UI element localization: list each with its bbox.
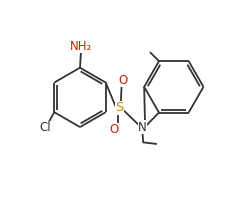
Text: N: N bbox=[138, 121, 146, 134]
Text: O: O bbox=[118, 74, 128, 87]
Text: S: S bbox=[115, 101, 124, 114]
Text: Cl: Cl bbox=[39, 121, 50, 134]
Text: O: O bbox=[110, 123, 119, 136]
Text: NH₂: NH₂ bbox=[70, 40, 92, 53]
